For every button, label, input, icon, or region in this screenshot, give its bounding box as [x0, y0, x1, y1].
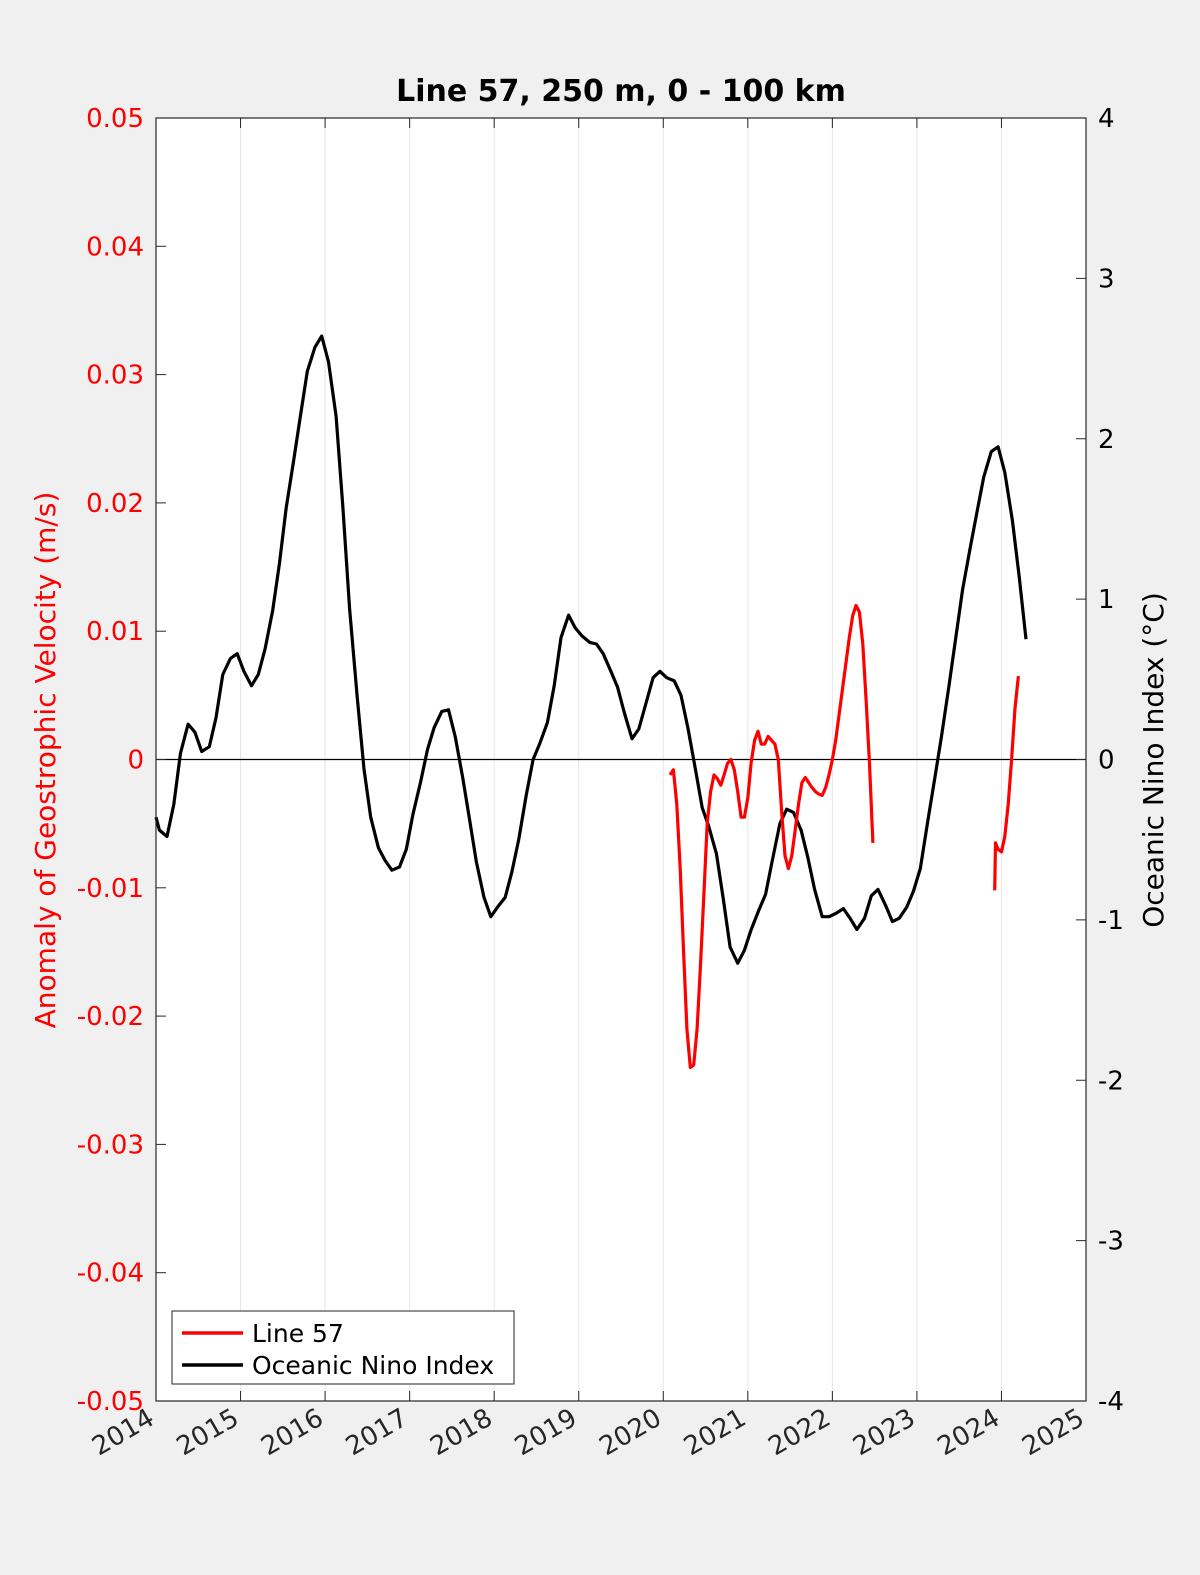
left-tick-label: 0.03 — [86, 361, 144, 391]
right-tick-label: -1 — [1098, 906, 1124, 936]
series-layer — [154, 334, 1028, 1070]
right-tick-label: 2 — [1098, 425, 1115, 455]
legend-line-57-label: Line 57 — [252, 1319, 344, 1348]
right-tick-label: 3 — [1098, 264, 1115, 294]
chart-title: Line 57, 250 m, 0 - 100 km — [396, 74, 846, 109]
x-tick-label: 2022 — [764, 1403, 836, 1462]
right-tick-label: 4 — [1098, 104, 1115, 134]
x-tick-label: 2023 — [848, 1403, 920, 1462]
right-tick-label: -2 — [1098, 1066, 1124, 1096]
series-line-oceanic-nino-index — [154, 334, 1028, 965]
x-tick-label: 2015 — [172, 1403, 244, 1462]
legend-box — [171, 1310, 515, 1385]
x-tick-label: 2016 — [256, 1403, 328, 1462]
left-tick-label: 0.04 — [86, 232, 144, 262]
left-y-axis-label: Anomaly of Geostrophic Velocity (m/s) — [29, 492, 62, 1029]
left-tick-label: 0.05 — [86, 104, 144, 134]
right-y-axis: 4 3 2 1 0 -1 -2 -3 -4 — [1076, 104, 1124, 1417]
x-tick-label: 2024 — [933, 1403, 1005, 1462]
x-tick-label: 2025 — [1017, 1403, 1089, 1462]
right-tick-label: -3 — [1098, 1227, 1124, 1257]
series-line-line-57 — [668, 603, 875, 1070]
left-tick-label: -0.01 — [77, 874, 144, 904]
left-tick-label: -0.03 — [77, 1130, 144, 1160]
x-tick-label: 2017 — [341, 1403, 413, 1462]
x-tick-label: 2019 — [510, 1403, 582, 1462]
left-tick-label: 0.01 — [86, 617, 144, 647]
left-tick-label: -0.05 — [77, 1387, 144, 1417]
x-tick-label: 2021 — [679, 1403, 751, 1462]
series-line-line-57 — [993, 675, 1020, 891]
right-tick-label: 0 — [1098, 746, 1115, 776]
left-tick-label: -0.04 — [77, 1259, 144, 1289]
x-tick-label: 2020 — [594, 1403, 666, 1462]
left-tick-label: 0 — [127, 746, 144, 776]
left-tick-label: 0.02 — [86, 489, 144, 519]
legend-oni-label: Oceanic Nino Index — [252, 1351, 494, 1380]
right-y-axis-label: Oceanic Nino Index (°C) — [1137, 592, 1170, 928]
right-tick-label: -4 — [1098, 1387, 1124, 1417]
right-tick-label: 1 — [1098, 585, 1115, 615]
left-y-axis: 0.05 0.04 0.03 0.02 0.01 0 -0.01 -0.02 -0.03 -0.0… — [77, 104, 166, 1417]
legend: Line 57 Oceanic Nino Index — [171, 1310, 515, 1385]
left-tick-label: -0.02 — [77, 1002, 144, 1032]
x-tick-label: 2018 — [425, 1403, 497, 1462]
